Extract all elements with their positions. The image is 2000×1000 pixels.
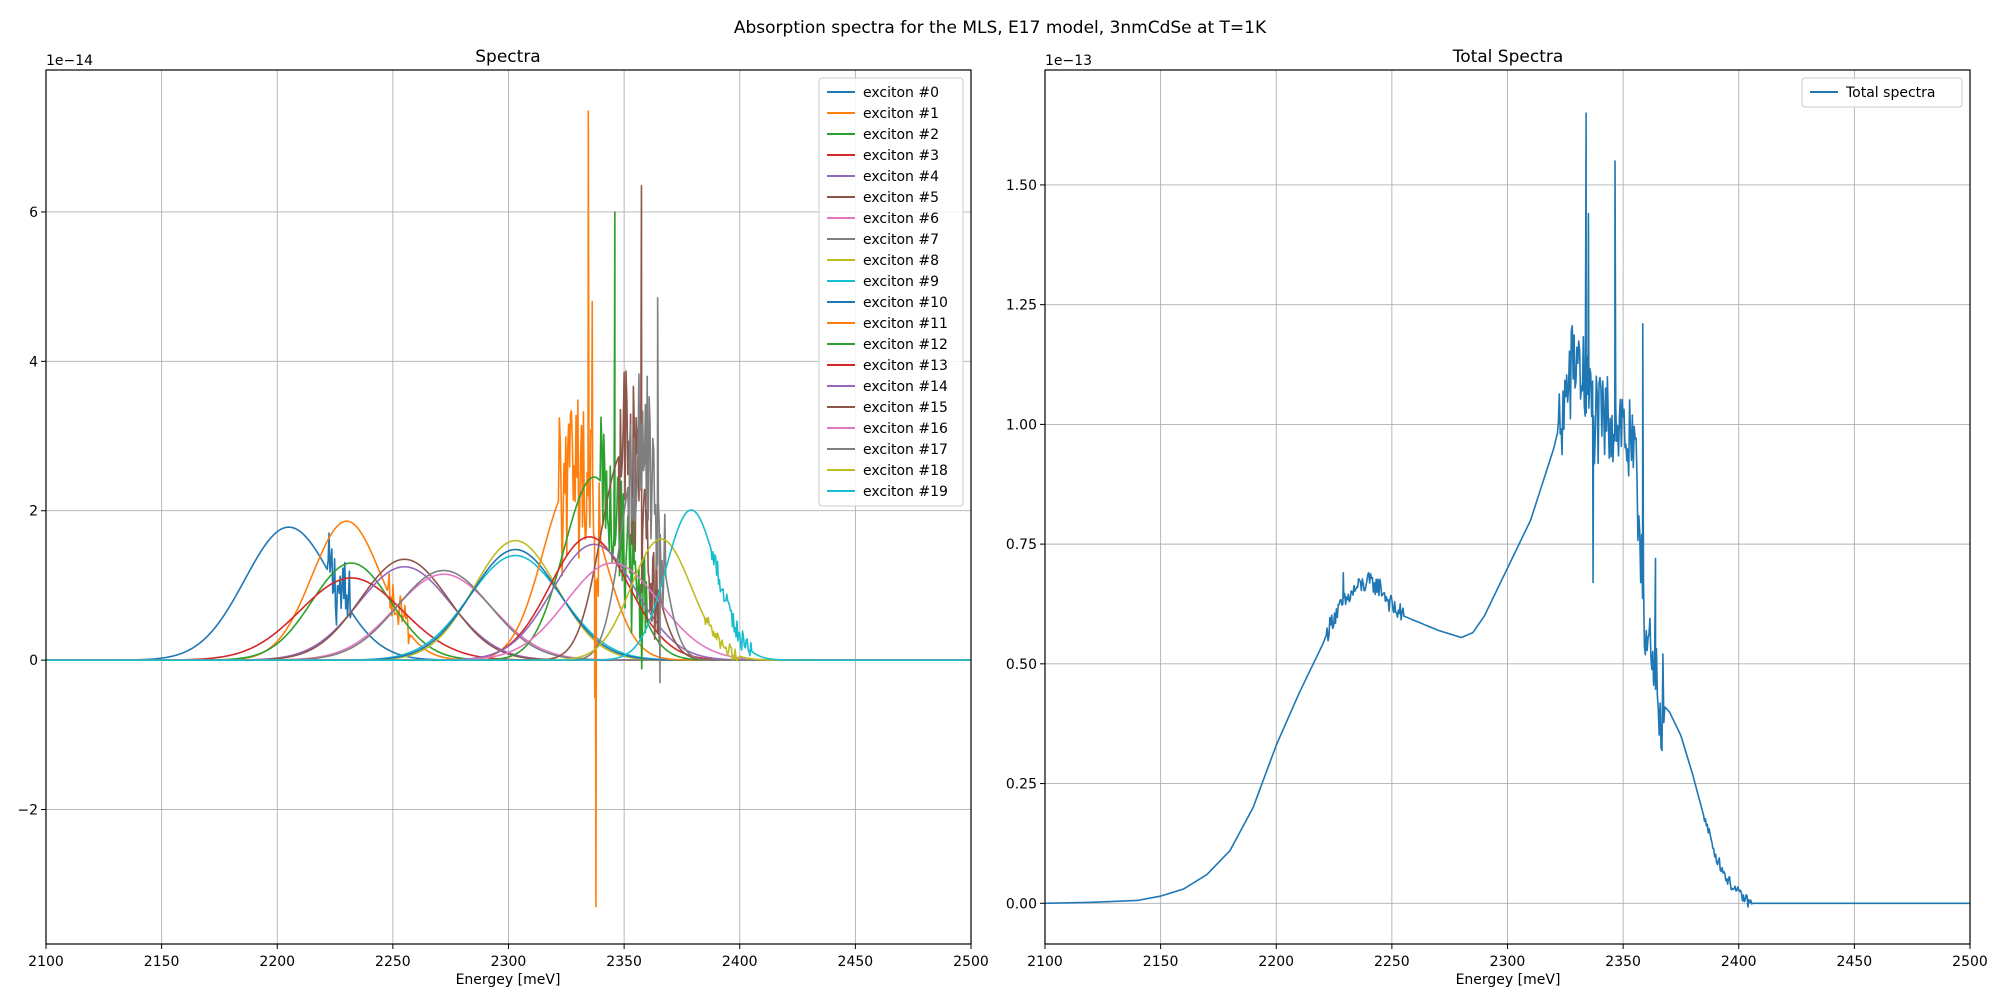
x-tick-label: 2400 bbox=[722, 954, 758, 970]
legend-label: exciton #2 bbox=[863, 127, 939, 143]
x-tick-label: 2450 bbox=[1837, 954, 1873, 970]
x-tick-label: 2250 bbox=[375, 954, 411, 970]
legend-label: exciton #3 bbox=[863, 148, 939, 164]
series-line bbox=[46, 509, 971, 661]
y-tick-label: −2 bbox=[17, 803, 38, 819]
legend-label: exciton #6 bbox=[863, 211, 939, 227]
y-tick-label: 1.50 bbox=[1006, 178, 1037, 194]
left-panel-title: Spectra bbox=[475, 47, 540, 67]
left-panel-series bbox=[46, 110, 971, 908]
legend-label: exciton #8 bbox=[863, 253, 939, 269]
y-tick-label: 1.00 bbox=[1006, 417, 1037, 433]
series-line bbox=[1045, 112, 1970, 908]
x-tick-label: 2150 bbox=[1143, 954, 1179, 970]
y-tick-label: 4 bbox=[29, 354, 38, 370]
y-tick-label: 6 bbox=[29, 205, 38, 221]
y-tick-label: 0 bbox=[29, 653, 38, 669]
right-panel-xlabel: Energey [meV] bbox=[1456, 972, 1561, 988]
legend-label: exciton #9 bbox=[863, 274, 939, 290]
legend-label: exciton #15 bbox=[863, 400, 948, 416]
left-panel-offset-label: 1e−14 bbox=[46, 53, 93, 69]
y-tick-label: 2 bbox=[29, 504, 38, 520]
y-tick-label: 0.25 bbox=[1006, 777, 1037, 793]
x-tick-label: 2250 bbox=[1374, 954, 1410, 970]
legend-label: exciton #7 bbox=[863, 232, 939, 248]
x-tick-label: 2500 bbox=[1952, 954, 1988, 970]
left-panel-xlabel: Energey [meV] bbox=[456, 972, 561, 988]
legend-label: exciton #19 bbox=[863, 484, 948, 500]
y-tick-label: 0.00 bbox=[1006, 896, 1037, 912]
y-tick-label: 1.25 bbox=[1006, 298, 1037, 314]
x-tick-label: 2400 bbox=[1721, 954, 1757, 970]
legend-label: exciton #1 bbox=[863, 106, 939, 122]
y-tick-label: 0.50 bbox=[1006, 657, 1037, 673]
legend-label: exciton #12 bbox=[863, 337, 948, 353]
legend-label: exciton #13 bbox=[863, 358, 948, 374]
x-tick-label: 2100 bbox=[1027, 954, 1063, 970]
right-panel-ticks: 2100 2150 2200 2250 2300 2350 2400 2450 2500 0.00… bbox=[1006, 178, 1988, 970]
left-panel-ticks: 2100 2150 2200 2250 2300 2350 2400 2450 2500 −2 0 2… bbox=[17, 205, 988, 970]
legend-label: exciton #5 bbox=[863, 190, 939, 206]
legend-label: exciton #0 bbox=[863, 85, 939, 101]
x-tick-label: 2200 bbox=[259, 954, 295, 970]
x-tick-label: 2300 bbox=[491, 954, 527, 970]
x-tick-label: 2500 bbox=[953, 954, 989, 970]
x-tick-label: 2100 bbox=[28, 954, 64, 970]
right-panel-offset-label: 1e−13 bbox=[1045, 53, 1092, 69]
legend-label: exciton #10 bbox=[863, 295, 948, 311]
left-panel: Spectra 1e−14 2100 2150 2200 2250 2300 2350 24… bbox=[17, 47, 988, 988]
legend-label: exciton #17 bbox=[863, 442, 948, 458]
legend-label: exciton #16 bbox=[863, 421, 948, 437]
right-panel-legend: Total spectra bbox=[1801, 77, 1963, 108]
left-panel-legend: exciton #0 exciton #1 exciton #2 exciton #3… bbox=[818, 77, 964, 507]
x-tick-label: 2300 bbox=[1490, 954, 1526, 970]
legend-label: exciton #11 bbox=[863, 316, 948, 332]
right-panel-title: Total Spectra bbox=[1452, 47, 1564, 67]
legend-label: exciton #14 bbox=[863, 379, 948, 395]
x-tick-label: 2350 bbox=[1605, 954, 1641, 970]
legend-label: exciton #4 bbox=[863, 169, 939, 185]
legend-label: exciton #18 bbox=[863, 463, 948, 479]
legend-label: Total spectra bbox=[1845, 85, 1935, 101]
y-tick-label: 0.75 bbox=[1006, 537, 1037, 553]
right-panel: Total Spectra 1e−13 2100 2150 2200 2250 2300… bbox=[1006, 47, 1988, 988]
x-tick-label: 2150 bbox=[144, 954, 180, 970]
figure-title: Absorption spectra for the MLS, E17 mode… bbox=[734, 18, 1267, 38]
x-tick-label: 2450 bbox=[838, 954, 874, 970]
x-tick-label: 2200 bbox=[1258, 954, 1294, 970]
x-tick-label: 2350 bbox=[606, 954, 642, 970]
legend-box bbox=[818, 77, 964, 507]
legend-box bbox=[1801, 77, 1963, 108]
right-panel-series bbox=[1045, 112, 1970, 908]
